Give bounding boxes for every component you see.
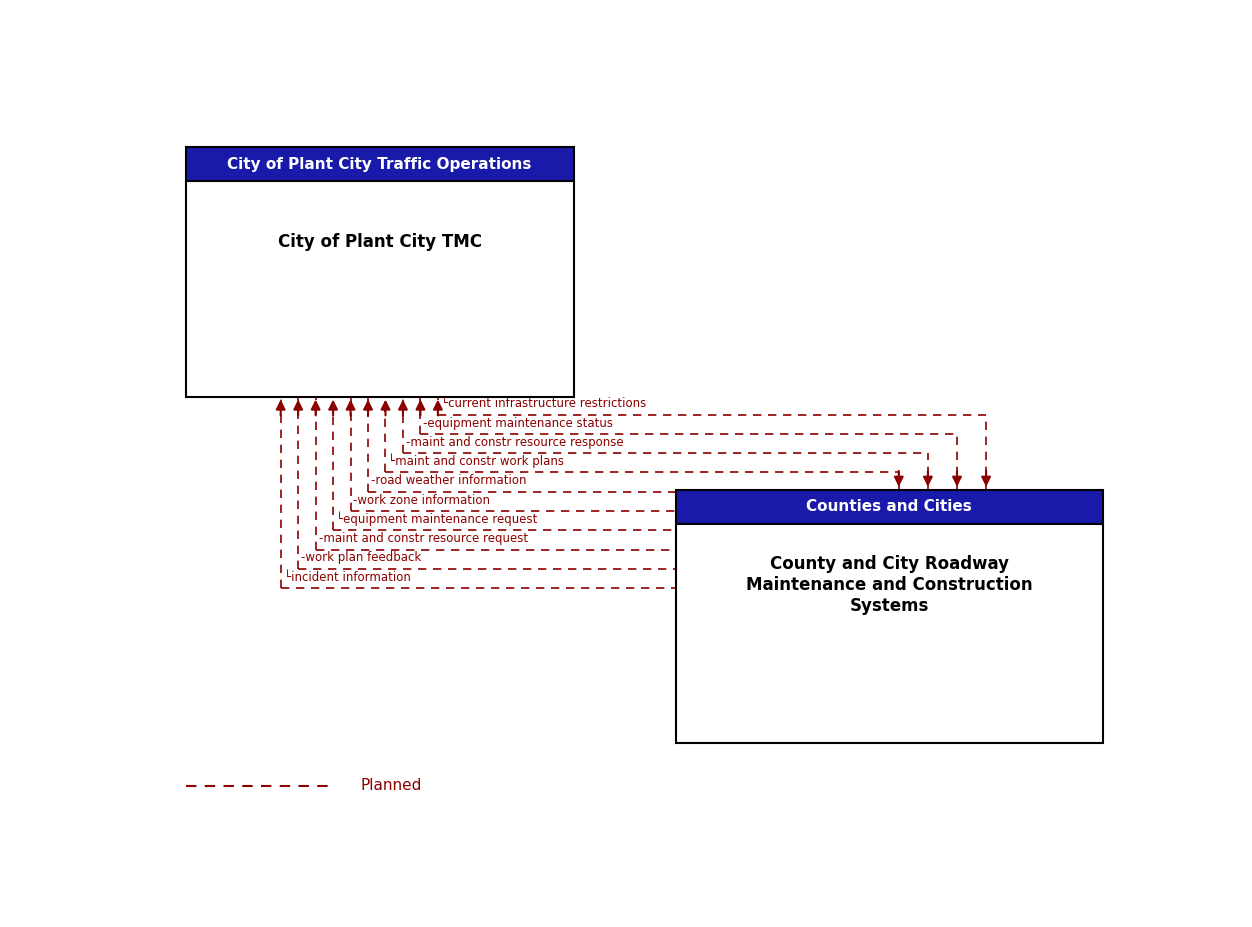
Text: Counties and Cities: Counties and Cities [806, 499, 972, 514]
Text: -work zone information: -work zone information [353, 494, 491, 507]
Bar [185, 147, 573, 181]
Text: └incident information: └incident information [284, 571, 411, 584]
Text: County and City Roadway
Maintenance and Construction
Systems: County and City Roadway Maintenance and … [746, 555, 1033, 615]
Text: -road weather information: -road weather information [371, 475, 526, 488]
Bar [676, 489, 1103, 524]
Text: -maint and constr resource response: -maint and constr resource response [406, 436, 623, 449]
Text: -equipment maintenance status: -equipment maintenance status [423, 416, 613, 429]
Bar [185, 181, 573, 397]
Text: City of Plant City Traffic Operations: City of Plant City Traffic Operations [228, 157, 532, 171]
Text: City of Plant City TMC: City of Plant City TMC [278, 233, 482, 250]
Bar [676, 524, 1103, 743]
Text: Planned: Planned [361, 779, 422, 794]
Text: -work plan feedback: -work plan feedback [300, 552, 422, 565]
Text: └equipment maintenance request: └equipment maintenance request [336, 512, 537, 526]
Text: -maint and constr resource request: -maint and constr resource request [318, 532, 527, 545]
Text: └maint and constr work plans: └maint and constr work plans [388, 453, 565, 468]
Text: └current infrastructure restrictions: └current infrastructure restrictions [441, 398, 646, 411]
